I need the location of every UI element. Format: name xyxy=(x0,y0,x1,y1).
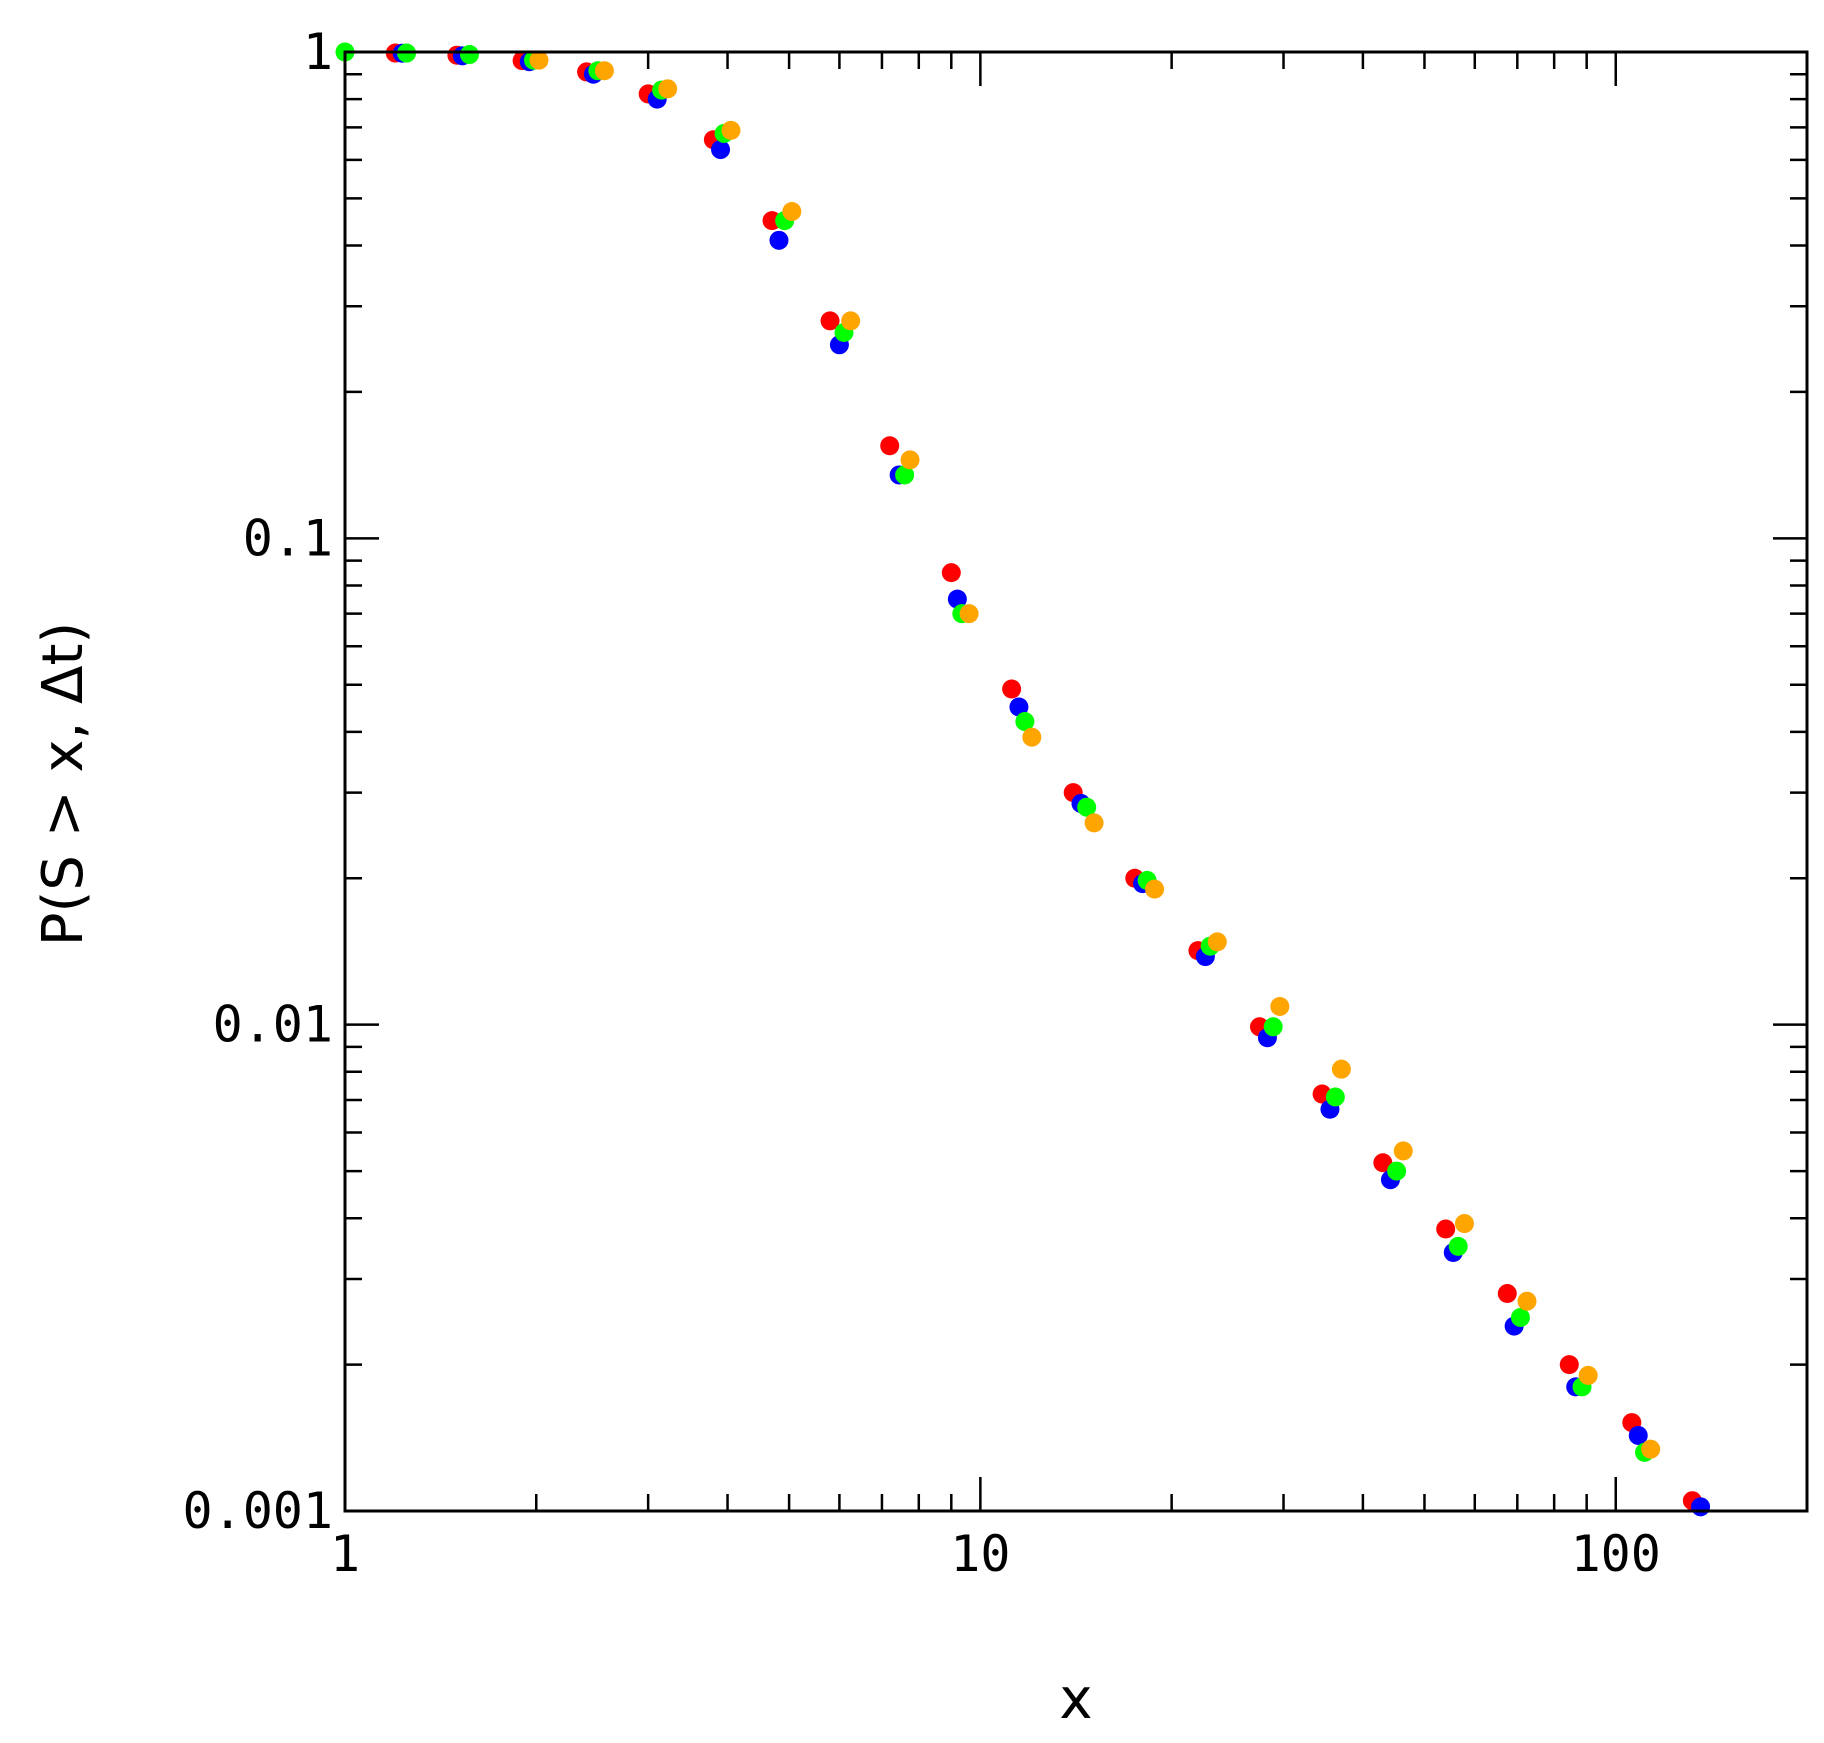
data-point xyxy=(1454,1214,1474,1234)
data-point xyxy=(1002,679,1022,699)
data-point xyxy=(1270,996,1290,1016)
data-point xyxy=(1641,1439,1661,1459)
series-1 xyxy=(385,43,1702,1511)
data-point xyxy=(1448,1236,1468,1256)
data-point xyxy=(947,589,967,609)
data-point xyxy=(941,563,961,583)
x-axis-label: x xyxy=(1059,1667,1092,1732)
data-point xyxy=(721,120,741,140)
data-point xyxy=(459,45,479,65)
data-point xyxy=(594,61,614,81)
data-point xyxy=(1691,1497,1711,1517)
data-point xyxy=(1497,1284,1517,1304)
series-4 xyxy=(529,50,1661,1459)
data-point xyxy=(900,450,920,470)
data-point xyxy=(658,79,678,99)
series-3 xyxy=(335,42,1655,1462)
x-tick-labels: 1 10 100 xyxy=(330,1525,1661,1583)
y-tick-label: 0.1 xyxy=(243,509,333,567)
y-tick-label: 0.01 xyxy=(213,996,333,1054)
data-point xyxy=(1207,932,1227,952)
data-point xyxy=(1263,1017,1283,1037)
data-point xyxy=(529,50,549,70)
data-point xyxy=(1084,813,1104,833)
ticks-layer xyxy=(343,50,1809,1513)
x-tick-label: 1 xyxy=(330,1525,360,1583)
data-point xyxy=(1077,797,1097,817)
y-tick-label: 0.001 xyxy=(182,1482,333,1540)
data-point xyxy=(959,604,979,624)
data-point xyxy=(820,311,840,331)
y-axis-label: P(S > x, Δt) xyxy=(31,622,96,947)
data-point xyxy=(1393,1141,1413,1161)
x-tick-label: 100 xyxy=(1571,1525,1661,1583)
data-point xyxy=(1325,1087,1345,1107)
data-point xyxy=(1015,712,1035,732)
data-point xyxy=(1436,1219,1456,1239)
y-tick-labels: 0.001 0.01 0.1 1 xyxy=(182,23,333,1540)
y-tick-label: 1 xyxy=(303,23,333,81)
plot-frame xyxy=(343,50,1809,1513)
data-point xyxy=(1009,697,1029,717)
data-point xyxy=(1022,727,1042,747)
data-point xyxy=(782,201,802,221)
data-point xyxy=(1559,1355,1579,1375)
data-points xyxy=(335,42,1711,1517)
data-point xyxy=(1517,1291,1537,1311)
data-point xyxy=(895,465,915,485)
data-point xyxy=(1387,1161,1407,1181)
data-point xyxy=(1331,1059,1351,1079)
x-tick-label: 10 xyxy=(950,1525,1010,1583)
data-point xyxy=(1628,1425,1648,1445)
data-point xyxy=(1578,1365,1598,1385)
data-point xyxy=(841,311,861,331)
data-point xyxy=(880,436,900,456)
data-point xyxy=(1510,1307,1530,1327)
data-point xyxy=(1145,879,1165,899)
data-point xyxy=(711,140,731,160)
data-point xyxy=(769,230,789,250)
data-point xyxy=(1373,1153,1393,1173)
